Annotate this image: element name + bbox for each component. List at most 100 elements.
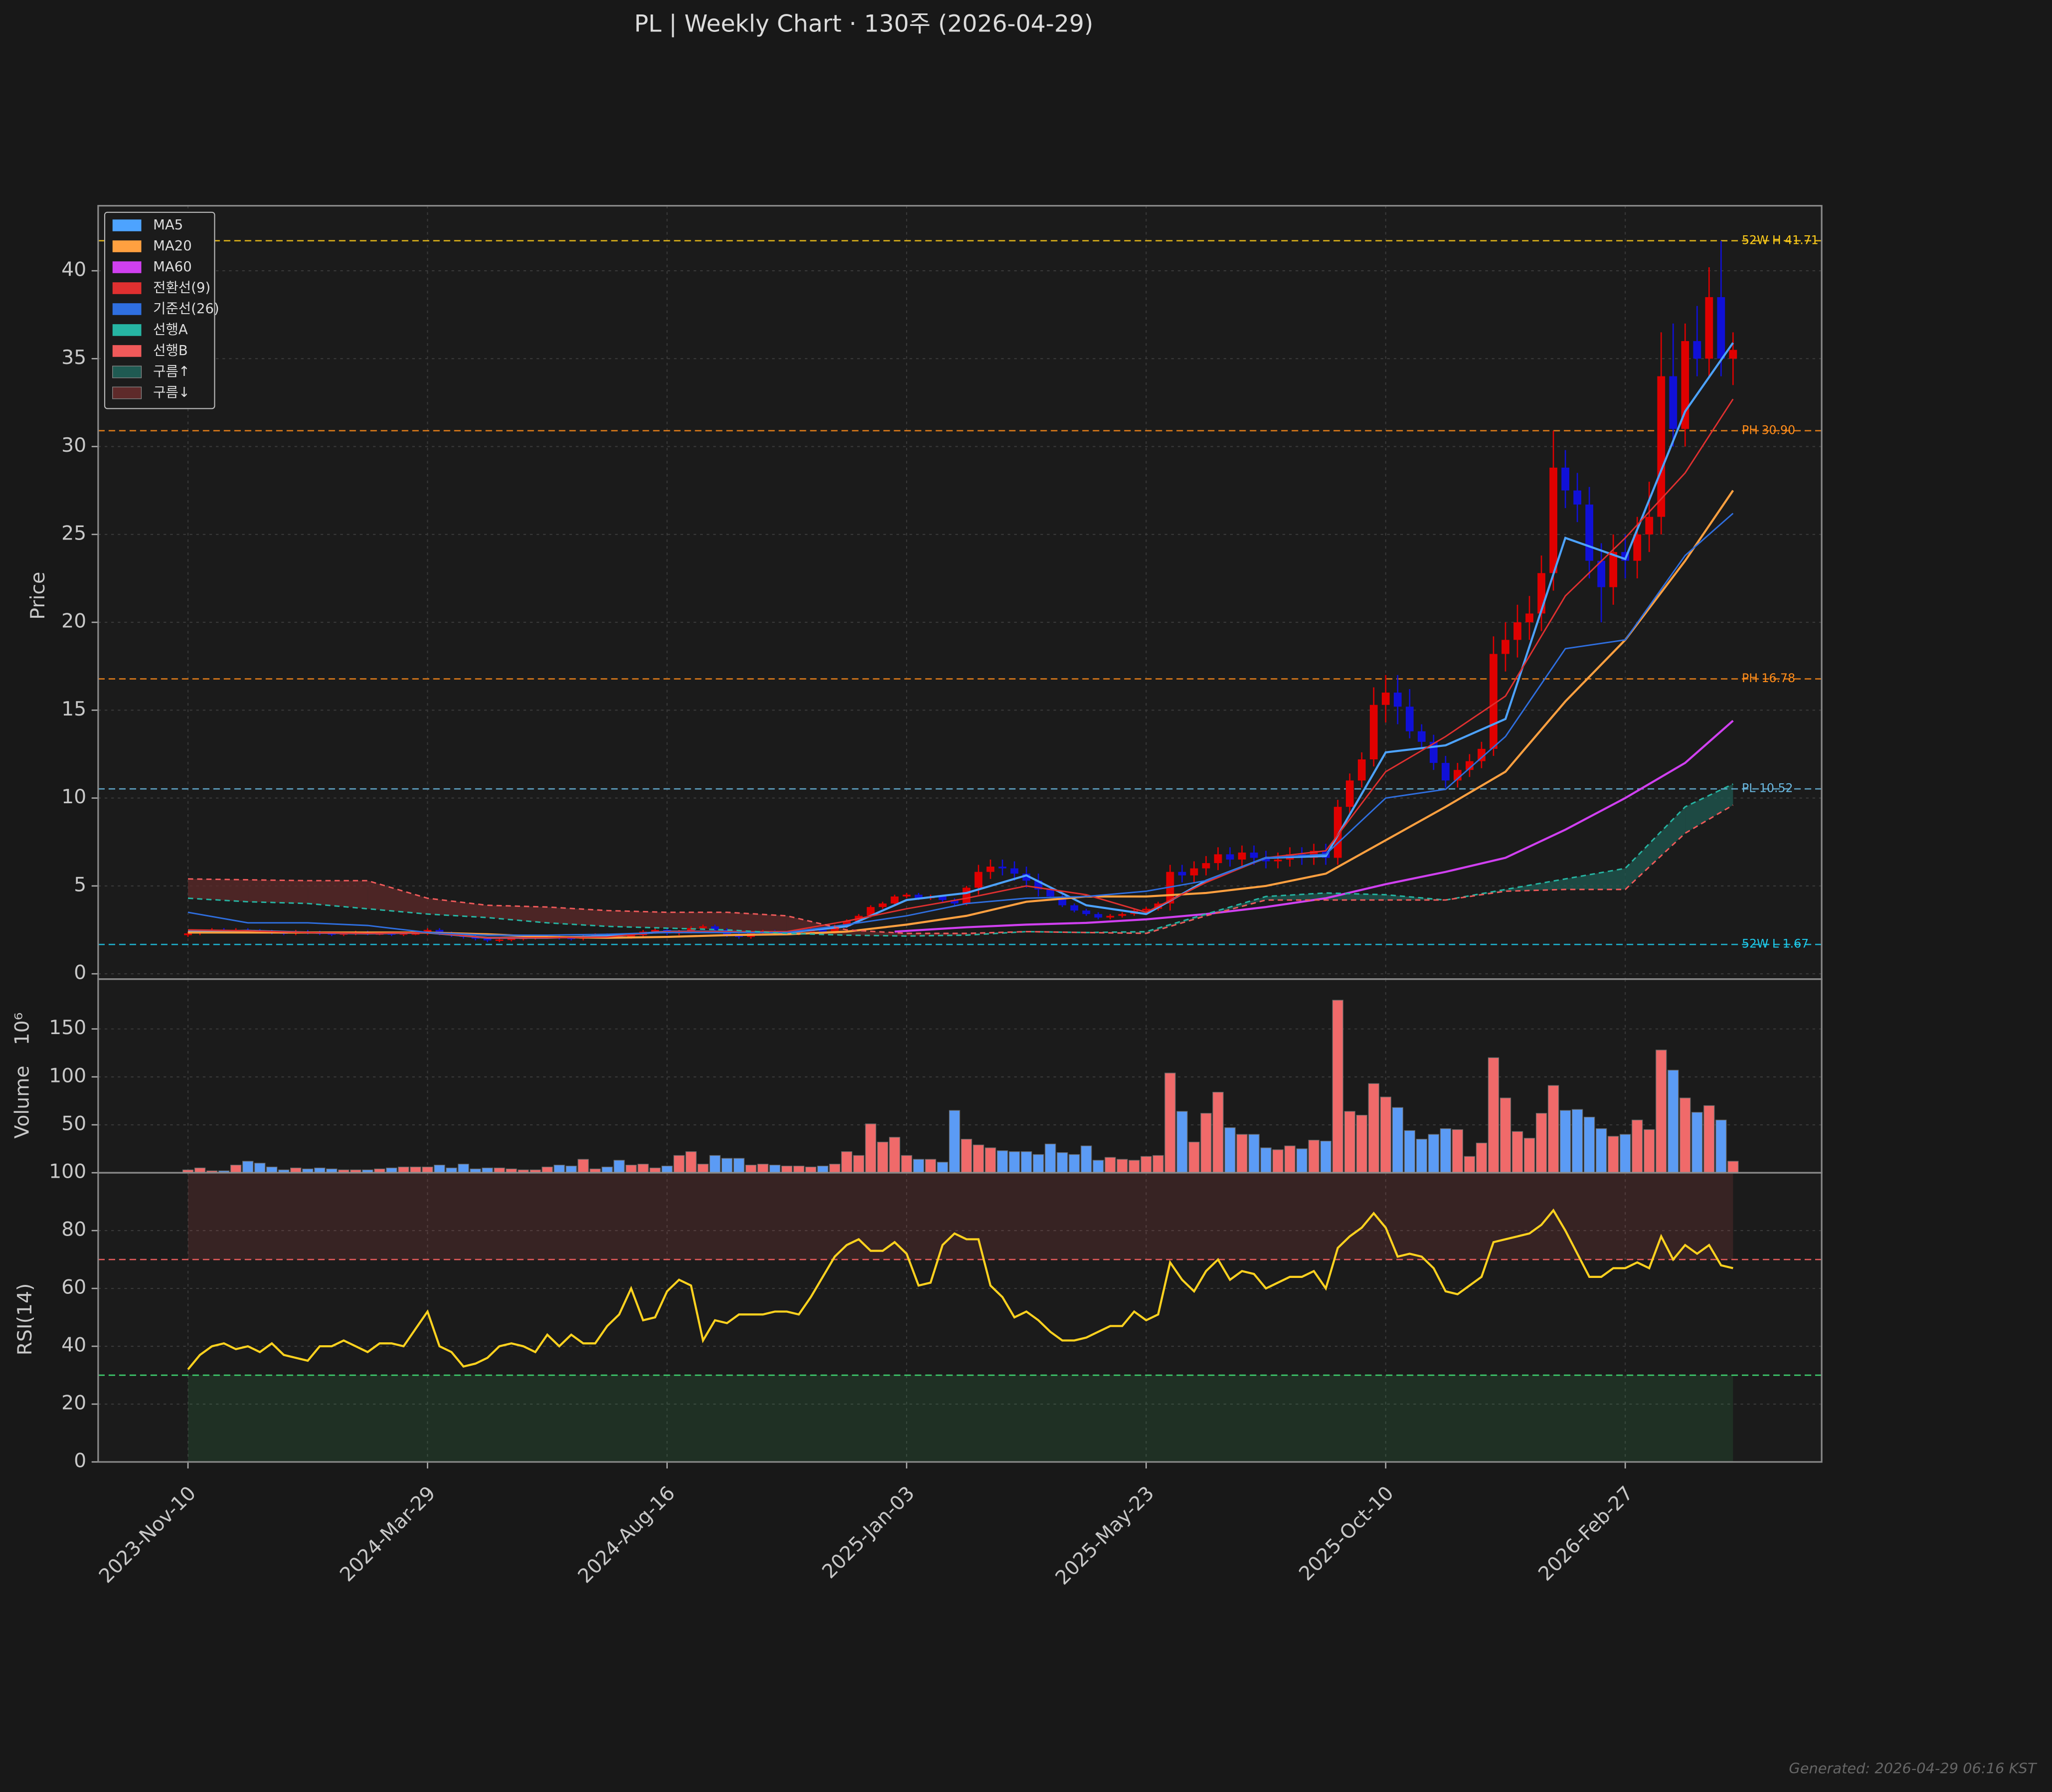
volume-bar xyxy=(1644,1129,1655,1173)
rsi-line xyxy=(187,1208,1733,1370)
candle-body xyxy=(1717,297,1725,359)
candle-body xyxy=(915,895,923,898)
volume-bar xyxy=(1176,1111,1188,1173)
y-tick-label: 40 xyxy=(61,258,86,281)
candle-body xyxy=(1585,504,1594,561)
volume-bar xyxy=(458,1164,469,1173)
volume-bar xyxy=(1200,1113,1212,1173)
candle-body xyxy=(1178,872,1186,876)
indicator-line xyxy=(187,513,1734,936)
volume-bar xyxy=(410,1166,421,1173)
volume-bar xyxy=(757,1164,769,1173)
volume-bar xyxy=(1021,1151,1032,1173)
ichimoku-cloud xyxy=(308,881,368,909)
candle-body xyxy=(1238,852,1246,860)
candle-body xyxy=(1369,705,1378,760)
volume-bar xyxy=(1308,1140,1319,1173)
ichimoku-cloud xyxy=(368,881,428,914)
volume-bar xyxy=(1511,1131,1523,1173)
candle-body xyxy=(1561,467,1569,491)
candle-body xyxy=(1345,780,1354,807)
volume-bar xyxy=(1117,1159,1128,1173)
candle-body xyxy=(903,895,911,896)
legend-swatch xyxy=(112,303,142,315)
volume-bar xyxy=(1152,1155,1164,1173)
volume-bar xyxy=(685,1151,697,1173)
level-label: PH 16.78 xyxy=(1742,671,1795,685)
volume-bar xyxy=(1583,1116,1595,1173)
y-axis-label: Volume xyxy=(11,1066,34,1138)
volume-bar xyxy=(1188,1141,1200,1173)
y-tick-label: 100 xyxy=(49,1160,86,1183)
volume-bar xyxy=(1428,1134,1440,1173)
level-label: PL 10.52 xyxy=(1742,781,1793,795)
volume-bar xyxy=(1523,1138,1535,1173)
legend-label: 기준선(26) xyxy=(153,301,219,317)
volume-bar xyxy=(1057,1152,1068,1173)
volume-bar xyxy=(1284,1145,1296,1173)
volume-bar xyxy=(565,1165,577,1173)
level-label: PH 30.90 xyxy=(1742,423,1795,437)
candle-body xyxy=(962,888,971,904)
volume-bar xyxy=(254,1163,266,1173)
candle-body xyxy=(819,929,827,932)
volume-bar xyxy=(841,1151,853,1173)
candle-body xyxy=(879,903,887,907)
ichimoku-cloud xyxy=(1565,868,1626,890)
candle-body xyxy=(867,907,875,916)
candle-body xyxy=(1393,693,1402,707)
volume-bar xyxy=(1596,1128,1607,1173)
candle-body xyxy=(184,933,192,935)
volume-bar xyxy=(1380,1096,1391,1173)
volume-bar xyxy=(1416,1139,1428,1173)
candle-body xyxy=(1082,910,1091,914)
legend-label: MA5 xyxy=(153,217,183,233)
volume-bar xyxy=(1140,1156,1152,1173)
volume-bar xyxy=(1081,1145,1092,1173)
volume-bar xyxy=(577,1159,589,1173)
candle-body xyxy=(1633,534,1642,561)
volume-bar xyxy=(769,1165,781,1173)
volume-bar xyxy=(985,1147,996,1173)
volume-bar xyxy=(1727,1161,1739,1173)
y-axis-label: Price xyxy=(26,572,49,620)
indicator-line xyxy=(187,398,1734,939)
volume-bar xyxy=(853,1155,865,1173)
legend-label: 선행A xyxy=(153,322,188,338)
candle-body xyxy=(1693,341,1701,359)
volume-bar xyxy=(1272,1149,1284,1173)
volume-bar xyxy=(1668,1070,1679,1173)
y-tick-label: 15 xyxy=(61,698,86,720)
y-tick-label: 20 xyxy=(61,1392,86,1415)
volume-bar xyxy=(1392,1107,1404,1173)
volume-bar xyxy=(913,1159,925,1173)
candle-body xyxy=(495,939,504,941)
volume-bar xyxy=(1069,1154,1080,1173)
volume-bar xyxy=(1679,1097,1691,1173)
volume-bar xyxy=(1703,1105,1715,1173)
y-tick-label: 100 xyxy=(49,1064,86,1087)
volume-bar xyxy=(1332,1000,1343,1173)
y-tick-label: 150 xyxy=(49,1016,86,1039)
legend-label: 전환선(9) xyxy=(153,280,210,296)
volume-bar xyxy=(601,1166,613,1173)
candle-body xyxy=(687,928,695,932)
volume-bar xyxy=(1571,1109,1583,1173)
ichimoku-cloud xyxy=(1266,893,1326,900)
candle-body xyxy=(891,896,899,904)
volume-bar xyxy=(781,1165,793,1173)
chart-title: PL | Weekly Chart · 130주 (2026-04-29) xyxy=(634,10,1094,37)
indicator-line xyxy=(187,804,1734,934)
legend-swatch xyxy=(112,365,142,378)
volume-bar xyxy=(745,1165,756,1173)
volume-bar xyxy=(1464,1156,1476,1173)
candle-body xyxy=(1442,763,1450,781)
candle-body xyxy=(1381,693,1390,705)
legend-label: 구름↓ xyxy=(153,384,190,400)
volume-bar xyxy=(936,1162,948,1173)
candle-body xyxy=(1418,731,1426,742)
volume-bar xyxy=(1452,1129,1464,1173)
legend-swatch xyxy=(112,345,142,357)
volume-bar xyxy=(542,1166,553,1173)
volume-bar xyxy=(973,1144,984,1173)
